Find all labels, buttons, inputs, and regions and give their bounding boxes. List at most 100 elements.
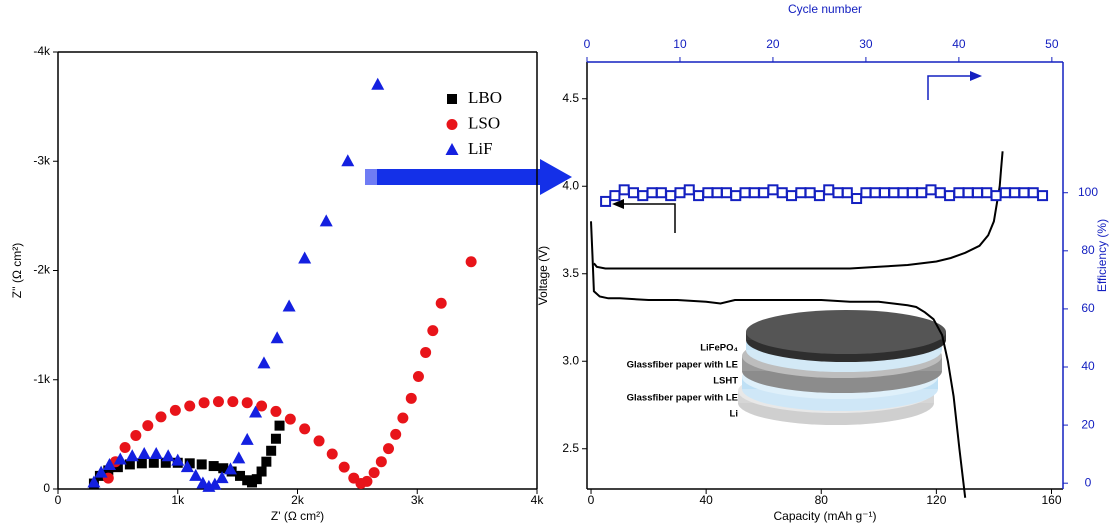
marker bbox=[169, 404, 181, 416]
y-tick-label: -2k bbox=[33, 263, 51, 277]
series-line bbox=[590, 221, 967, 498]
inset-cell bbox=[738, 310, 946, 425]
x2-tick-label: 50 bbox=[1045, 37, 1059, 51]
marker bbox=[823, 184, 835, 196]
marker bbox=[435, 297, 447, 309]
x-tick-label: 80 bbox=[815, 493, 829, 507]
marker bbox=[256, 466, 267, 477]
marker bbox=[361, 475, 373, 487]
marker bbox=[600, 195, 612, 207]
marker bbox=[160, 457, 171, 468]
arrow-head bbox=[970, 71, 982, 81]
marker bbox=[261, 456, 272, 467]
y-tick-label: -4k bbox=[33, 44, 51, 58]
marker bbox=[341, 154, 355, 167]
marker bbox=[282, 299, 296, 312]
x-tick-label: 40 bbox=[699, 493, 713, 507]
x2-tick-label: 0 bbox=[584, 37, 591, 51]
marker bbox=[240, 432, 254, 445]
connector-arrow bbox=[365, 159, 572, 195]
marker bbox=[730, 190, 742, 202]
series-line bbox=[593, 151, 1004, 270]
marker bbox=[149, 447, 163, 460]
marker bbox=[832, 187, 844, 199]
marker bbox=[371, 77, 385, 90]
y2-tick-label: 0 bbox=[1085, 475, 1092, 489]
marker bbox=[711, 187, 723, 199]
x-tick-label: 0 bbox=[588, 493, 595, 507]
arrow-left bbox=[620, 203, 676, 233]
marker bbox=[338, 461, 350, 473]
marker bbox=[962, 187, 974, 199]
marker bbox=[298, 251, 312, 264]
y2-tick-label: 100 bbox=[1078, 185, 1098, 199]
marker bbox=[270, 331, 284, 344]
marker bbox=[758, 187, 770, 199]
marker bbox=[776, 187, 788, 199]
marker bbox=[786, 190, 798, 202]
marker bbox=[1037, 190, 1049, 202]
marker bbox=[218, 463, 229, 474]
inset-label: LSHT bbox=[713, 376, 738, 387]
marker bbox=[284, 413, 296, 425]
marker bbox=[113, 452, 127, 465]
marker bbox=[155, 411, 167, 423]
marker bbox=[368, 467, 380, 479]
legend-marker bbox=[447, 94, 457, 104]
marker bbox=[251, 474, 262, 485]
y-axis-title: Z'' (Ω cm²) bbox=[10, 243, 24, 299]
marker bbox=[270, 433, 281, 444]
marker bbox=[215, 471, 229, 484]
x2-tick-label: 20 bbox=[766, 37, 780, 51]
marker bbox=[1009, 187, 1021, 199]
marker bbox=[196, 459, 207, 470]
marker bbox=[465, 256, 477, 268]
marker bbox=[906, 187, 918, 199]
marker bbox=[897, 187, 909, 199]
x-tick-label: 120 bbox=[926, 493, 946, 507]
marker bbox=[184, 458, 195, 469]
inset-label: Li bbox=[730, 409, 738, 420]
x-tick-label: 1k bbox=[171, 493, 185, 507]
x-tick-label: 4k bbox=[531, 493, 545, 507]
marker bbox=[180, 460, 194, 473]
marker bbox=[124, 459, 135, 470]
x-tick-label: 3k bbox=[411, 493, 425, 507]
marker bbox=[813, 190, 825, 202]
marker bbox=[274, 420, 285, 431]
x-axis-title: Z' (Ω cm²) bbox=[271, 509, 324, 523]
marker bbox=[674, 187, 686, 199]
y-tick-label: 4.5 bbox=[562, 91, 579, 105]
marker bbox=[171, 453, 185, 466]
marker bbox=[266, 445, 277, 456]
marker bbox=[142, 420, 154, 432]
marker bbox=[232, 451, 246, 464]
y-tick-label: -3k bbox=[33, 153, 51, 167]
marker bbox=[383, 443, 395, 455]
y-tick-label: 4.0 bbox=[562, 178, 579, 192]
y-tick-label: 0 bbox=[43, 481, 50, 495]
y-tick-label: -1k bbox=[33, 372, 51, 386]
x2-tick-label: 10 bbox=[673, 37, 687, 51]
marker bbox=[212, 396, 224, 408]
x2-tick-label: 30 bbox=[859, 37, 873, 51]
marker bbox=[851, 193, 863, 205]
inset-label: Glassfiber paper with LE bbox=[627, 393, 738, 404]
marker bbox=[646, 187, 658, 199]
marker bbox=[125, 449, 139, 462]
marker bbox=[618, 184, 630, 196]
marker bbox=[767, 184, 779, 196]
marker bbox=[665, 190, 677, 202]
legend-label: LBO bbox=[468, 88, 502, 107]
marker bbox=[270, 405, 282, 417]
x-axis-title: Capacity (mAh g⁻¹) bbox=[773, 509, 876, 523]
marker bbox=[299, 423, 311, 435]
marker bbox=[241, 397, 253, 409]
marker bbox=[702, 187, 714, 199]
legend-marker bbox=[445, 143, 459, 155]
legend-label: LiF bbox=[468, 139, 493, 158]
x-tick-label: 2k bbox=[291, 493, 305, 507]
marker bbox=[720, 187, 732, 199]
marker bbox=[795, 187, 807, 199]
arrow-stripe bbox=[365, 169, 377, 185]
